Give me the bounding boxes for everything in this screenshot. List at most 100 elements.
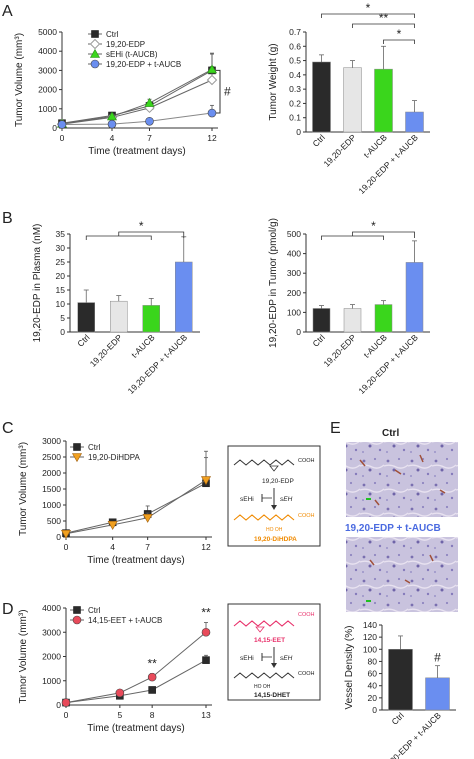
D-y-tick-label: 2000 (42, 652, 61, 662)
A_left-y-tick-label: 3000 (38, 65, 57, 75)
panel-label-b: B (2, 210, 13, 227)
A_left-data-point (206, 74, 218, 86)
D-data-point (61, 698, 71, 707)
A_left-x-tick-label: 0 (60, 133, 65, 143)
B_right-category-label: 19,20-EDP + t-AUCB (356, 332, 420, 396)
B_right-category-label: Ctrl (310, 332, 326, 348)
scheme-d: COOH 14,15-EET sEHi sEH COOH HO OH 14,15… (227, 603, 321, 701)
A_left-legend-marker (91, 30, 99, 38)
E-y-tick-label: 100 (363, 644, 377, 654)
E-y-tick-label: 120 (363, 632, 377, 642)
C-series-line (65, 482, 207, 534)
arrow-down-icon (271, 505, 277, 510)
chart-d-tumor-volume: 0 1000 2000 3000 4000 Tumor Volume (mm³) 0 5 8 13… (18, 603, 212, 734)
D-x-tick-label: 8 (150, 710, 155, 720)
A_right-significance-bracket (321, 13, 415, 18)
D-data-point (202, 656, 210, 664)
A_left-y-tick-label: 2000 (38, 85, 57, 95)
E-bar (388, 649, 413, 711)
D-legend-marker (73, 606, 81, 614)
D-significance-mark: ** (201, 606, 211, 620)
A_right-significance-bracket (383, 39, 415, 44)
D-significance-mark: ** (147, 656, 157, 670)
E-significance-mark: # (434, 651, 441, 665)
B_left-y-tick-label: 15 (56, 285, 66, 295)
B_right-y-tick-label: 0 (296, 327, 301, 337)
D-series-line (65, 631, 207, 704)
B_right-y-tick-label: 200 (287, 288, 301, 298)
B_right-y-tick-label: 500 (287, 229, 301, 239)
A_right-category-label: 19,20-EDP (321, 132, 358, 169)
C-y-axis-title: Tumor Volume (mm³) (18, 442, 29, 536)
A_left-significance-bracket (216, 69, 221, 114)
B_left-bar (142, 305, 160, 333)
B_left-y-tick-label: 0 (60, 327, 65, 337)
A_right-y-tick-label: 0.4 (289, 70, 301, 80)
B_left-group-bracket (85, 235, 152, 240)
D-data-point (115, 688, 125, 698)
B_right-category-label: t-AUCB (361, 332, 389, 360)
B_left-category-label: 19,20-EDP (88, 332, 125, 369)
B_right-bar (405, 262, 424, 333)
scheme-d-bottom-molecule (233, 672, 295, 679)
scheme-d-bottom-label: 14,15-DHET (254, 692, 290, 699)
A_left-significance-mark: # (224, 85, 231, 99)
A_left-x-axis-title: Time (treatment days) (88, 146, 185, 157)
E-category-label: 19,20-EDP + t-AUCB (379, 710, 443, 759)
C-x-tick-label: 12 (201, 542, 211, 552)
arrow-down-icon (271, 663, 277, 668)
B_right-bar (374, 304, 393, 333)
E-y-tick-label: 80 (368, 656, 378, 666)
epoxide-d-icon (255, 626, 265, 633)
D-y-tick-label: 4000 (42, 603, 61, 613)
A_left-data-point (107, 119, 117, 129)
A_left-data-point (145, 116, 154, 126)
scale-bar-ctrl (366, 498, 371, 500)
C-y-tick-label: 2500 (42, 452, 61, 462)
A_left-series-line (61, 112, 213, 126)
B_left-y-axis-title: 19,20-EDP in Plasma (nM) (32, 224, 43, 343)
D-x-axis-title: Time (treatment days) (87, 723, 184, 734)
scheme-d-seh: sEH (280, 655, 293, 662)
A_right-bar (312, 61, 331, 133)
B_right-y-tick-label: 300 (287, 268, 301, 278)
E-category-label: Ctrl (389, 710, 405, 726)
A_left-series-line (61, 69, 213, 124)
E-y-tick-label: 20 (368, 693, 378, 703)
epoxide-c-icon (269, 465, 279, 472)
A_right-y-tick-label: 0.7 (289, 27, 301, 37)
histology-ctrl-image (346, 442, 458, 517)
histology-treat-title: 19,20-EDP + t-AUCB (345, 523, 441, 534)
A_right-significance-mark: * (366, 1, 371, 15)
D-data-point (201, 627, 211, 637)
B_left-significance-bracket (118, 231, 185, 238)
E-y-tick-label: 140 (363, 620, 377, 630)
C-legend-label: 19,20-DiHDPA (88, 453, 141, 462)
C-legend-marker (73, 443, 81, 451)
B_right-category-label: 19,20-EDP (321, 332, 358, 369)
B_left-bar (110, 300, 128, 333)
C-data-point (107, 521, 118, 530)
D-x-tick-label: 5 (117, 710, 122, 720)
scheme-c-bottom-label: 19,20-DiHDPA (254, 536, 297, 543)
A_right-significance-mark: * (397, 27, 402, 41)
D-series-line (65, 659, 207, 704)
A_left-series-line (61, 79, 213, 125)
A_left-legend-label: 19,20-EDP + t-AUCB (106, 60, 181, 69)
A_left-x-tick-label: 4 (110, 133, 115, 143)
B_left-significance-mark: * (139, 219, 144, 233)
D-x-tick-label: 13 (201, 710, 211, 720)
A_left-legend-marker (89, 48, 101, 58)
C-x-axis-title: Time (treatment days) (87, 555, 184, 566)
C-y-tick-label: 1500 (42, 484, 61, 494)
A_right-category-label: 19,20-EDP + t-AUCB (356, 132, 420, 196)
D-y-tick-label: 3000 (42, 627, 61, 637)
E-y-tick-label: 40 (368, 681, 378, 691)
A_right-y-axis-title: Tumor Weight (g) (268, 43, 279, 120)
A_left-data-point (207, 108, 217, 118)
A_right-y-tick-label: 0.1 (289, 113, 301, 123)
B_left-y-tick-label: 5 (60, 313, 65, 323)
scheme-c-bottom-oh: HO OH (266, 527, 283, 533)
chart-a-tumor-volume: 0 1000 2000 3000 4000 5000 Tumor Volume (mm³) 0… (14, 27, 231, 157)
D-data-point (147, 672, 157, 682)
